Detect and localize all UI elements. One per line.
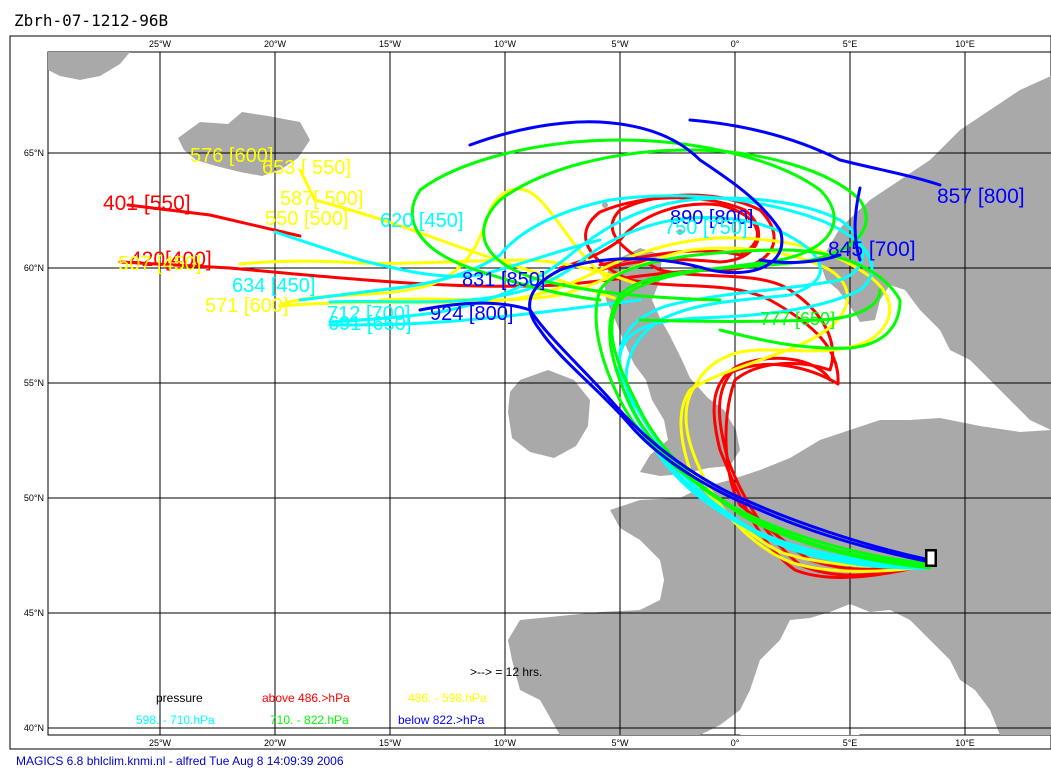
lat-labels: 65°N 60°N 55°N 50°N 45°N 40°N (24, 148, 44, 733)
traj-label: 571 [600] (205, 295, 288, 317)
traj-label: 587[ 500] (280, 188, 363, 210)
lon-label: 10°E (955, 738, 975, 748)
lon-labels-top: 25°W 20°W 15°W 10°W 5°W 0° 5°E 10°E (149, 39, 975, 49)
legend-yellow: 486. - 598.hPa (408, 691, 487, 705)
legend-arrow-note: >--> = 12 hrs. (470, 665, 542, 679)
lon-label: 25°W (149, 39, 172, 49)
lon-label: 5°W (611, 39, 629, 49)
traj-label: 401 [550] (103, 192, 191, 215)
lat-label: 40°N (24, 723, 44, 733)
lon-label: 10°E (955, 39, 975, 49)
lat-label: 60°N (24, 263, 44, 273)
lon-label: 15°W (379, 738, 402, 748)
traj-label: 653 [ 550] (262, 157, 351, 179)
legend-green: 710. - 822.hPa (270, 713, 349, 727)
lat-label: 65°N (24, 148, 44, 158)
legend-cyan: 598. - 710.hPa (136, 713, 215, 727)
lon-label: 0° (731, 39, 740, 49)
lon-label: 20°W (264, 39, 287, 49)
traj-label: 576 [600] (190, 145, 273, 167)
traj-label: 550 [500] (265, 208, 348, 230)
traj-label: 750 [750] (664, 217, 747, 239)
legend-title: pressure (156, 691, 203, 705)
lon-label: 10°W (494, 39, 517, 49)
lon-label: 25°W (149, 738, 172, 748)
lon-label: 5°E (843, 39, 858, 49)
traj-label: 777 [650] (760, 309, 835, 329)
traj-label: 507 [450] (118, 253, 201, 275)
legend-below: below 822.>hPa (398, 713, 485, 727)
traj-label: 857 [800] (937, 185, 1025, 208)
traj-label: 620 [450] (380, 210, 463, 232)
lon-label: 15°W (379, 39, 402, 49)
footer-credit: MAGICS 6.8 bhlclim.knmi.nl - alfred Tue … (16, 754, 344, 768)
lat-label: 55°N (24, 378, 44, 388)
legend-above: above 486.>hPa (262, 691, 350, 705)
traj-label: 691 [650] (328, 313, 411, 335)
traj-label: 634 [450] (232, 275, 315, 297)
lon-label: 0° (731, 738, 740, 748)
traj-label: 831 [850] (462, 269, 545, 291)
lon-label: 10°W (494, 738, 517, 748)
lon-label: 5°E (843, 738, 858, 748)
lat-label: 45°N (24, 608, 44, 618)
lat-label: 50°N (24, 493, 44, 503)
lon-label: 5°W (611, 738, 629, 748)
lon-labels-bottom: 25°W 20°W 15°W 10°W 5°W 0° 5°E 10°E (149, 738, 975, 748)
traj-label: 845 [700] (828, 238, 916, 261)
lon-label: 20°W (264, 738, 287, 748)
traj-label: 924 [800] (430, 303, 513, 325)
